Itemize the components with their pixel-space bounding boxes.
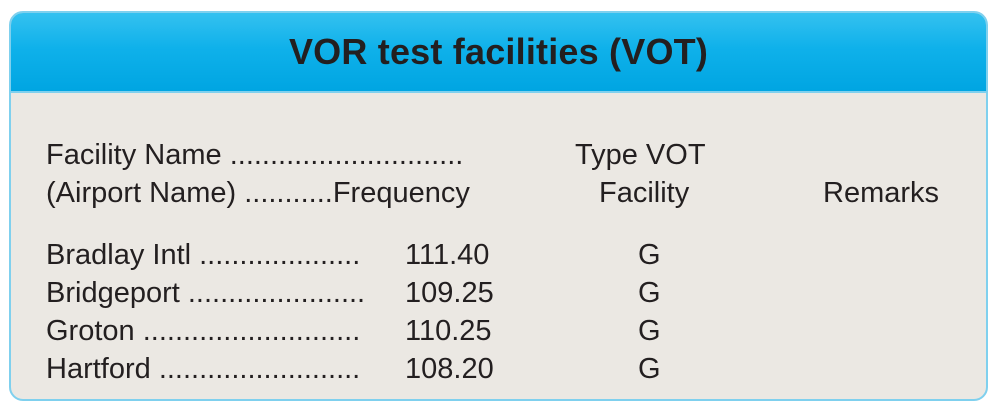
facility-type: G	[638, 239, 661, 271]
facility-name: Hartford .........................	[46, 353, 361, 385]
column-header-type-line1: Type VOT	[575, 139, 706, 171]
card-title: VOR test facilities (VOT)	[288, 31, 709, 72]
facility-name: Groton ...........................	[46, 315, 361, 347]
facility-frequency: 108.20	[405, 353, 494, 385]
facility-type: G	[638, 277, 661, 309]
facility-frequency: 110.25	[405, 315, 492, 347]
facility-name: Bradlay Intl ....................	[46, 239, 361, 271]
column-header-facility-name: Facility Name ..........................…	[46, 139, 464, 171]
card-header: VOR test facilities (VOT)	[11, 13, 986, 93]
facility-type: G	[638, 353, 661, 385]
facility-frequency: 111.40	[405, 239, 490, 271]
facility-type: G	[638, 315, 661, 347]
facility-frequency: 109.25	[405, 277, 494, 309]
facility-name: Bridgeport ......................	[46, 277, 366, 309]
column-header-remarks: Remarks	[823, 177, 940, 209]
vot-table-card: VOR test facilities (VOT) Facility Name …	[9, 11, 988, 401]
column-header-type-line2: Facility	[599, 177, 690, 209]
column-header-airport-frequency: (Airport Name) ...........Frequency	[46, 177, 470, 209]
